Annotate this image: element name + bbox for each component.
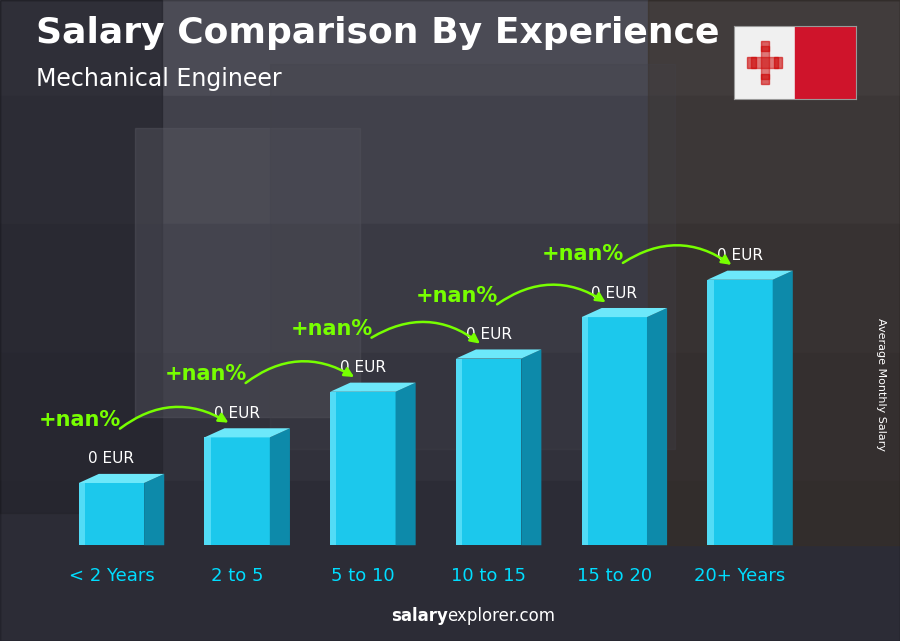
Text: 20+ Years: 20+ Years <box>695 567 786 585</box>
Bar <box>752 57 778 68</box>
Polygon shape <box>204 437 211 545</box>
Text: 15 to 20: 15 to 20 <box>577 567 652 585</box>
Text: Salary Comparison By Experience: Salary Comparison By Experience <box>36 16 719 50</box>
Polygon shape <box>581 317 647 545</box>
Text: 0 EUR: 0 EUR <box>214 406 260 420</box>
Text: 0 EUR: 0 EUR <box>717 248 763 263</box>
Bar <box>0 481 900 641</box>
Polygon shape <box>456 358 463 545</box>
Text: < 2 Years: < 2 Years <box>68 567 154 585</box>
Text: +nan%: +nan% <box>165 364 247 385</box>
Polygon shape <box>456 349 542 358</box>
Polygon shape <box>78 483 144 545</box>
Bar <box>135 128 360 417</box>
Polygon shape <box>330 392 337 545</box>
Bar <box>0 224 900 353</box>
Text: explorer.com: explorer.com <box>447 607 555 625</box>
Bar <box>774 57 782 68</box>
Bar <box>270 64 675 449</box>
Polygon shape <box>78 474 164 483</box>
Polygon shape <box>204 428 290 437</box>
Polygon shape <box>204 437 270 545</box>
Text: +nan%: +nan% <box>291 319 373 338</box>
Bar <box>760 74 769 84</box>
Text: 2 to 5: 2 to 5 <box>211 567 264 585</box>
Polygon shape <box>581 308 667 317</box>
Polygon shape <box>456 358 521 545</box>
Polygon shape <box>647 308 667 545</box>
Polygon shape <box>330 383 416 392</box>
Bar <box>760 41 769 51</box>
Text: 0 EUR: 0 EUR <box>340 360 386 375</box>
Text: salary: salary <box>392 607 448 625</box>
Polygon shape <box>581 317 588 545</box>
Polygon shape <box>521 349 542 545</box>
Bar <box>747 57 756 68</box>
Bar <box>0 353 900 481</box>
Bar <box>648 0 900 545</box>
Text: +nan%: +nan% <box>416 285 499 306</box>
Bar <box>0 0 900 96</box>
Polygon shape <box>773 271 793 545</box>
Text: Average Monthly Salary: Average Monthly Salary <box>877 318 886 451</box>
Polygon shape <box>707 279 714 545</box>
Polygon shape <box>144 474 164 545</box>
Polygon shape <box>270 428 290 545</box>
Polygon shape <box>395 383 416 545</box>
Bar <box>0 96 900 224</box>
Text: 0 EUR: 0 EUR <box>88 451 134 467</box>
Text: +nan%: +nan% <box>39 410 122 430</box>
Polygon shape <box>707 279 773 545</box>
Text: 0 EUR: 0 EUR <box>465 327 511 342</box>
Polygon shape <box>78 483 85 545</box>
Polygon shape <box>707 271 793 279</box>
Text: Mechanical Engineer: Mechanical Engineer <box>36 67 282 91</box>
Text: 0 EUR: 0 EUR <box>591 285 637 301</box>
Bar <box>796 26 856 99</box>
Bar <box>760 46 769 79</box>
Text: +nan%: +nan% <box>542 244 624 264</box>
Bar <box>734 26 796 99</box>
Text: 10 to 15: 10 to 15 <box>451 567 526 585</box>
Polygon shape <box>330 392 395 545</box>
Bar <box>0 0 162 513</box>
Text: 5 to 10: 5 to 10 <box>331 567 395 585</box>
